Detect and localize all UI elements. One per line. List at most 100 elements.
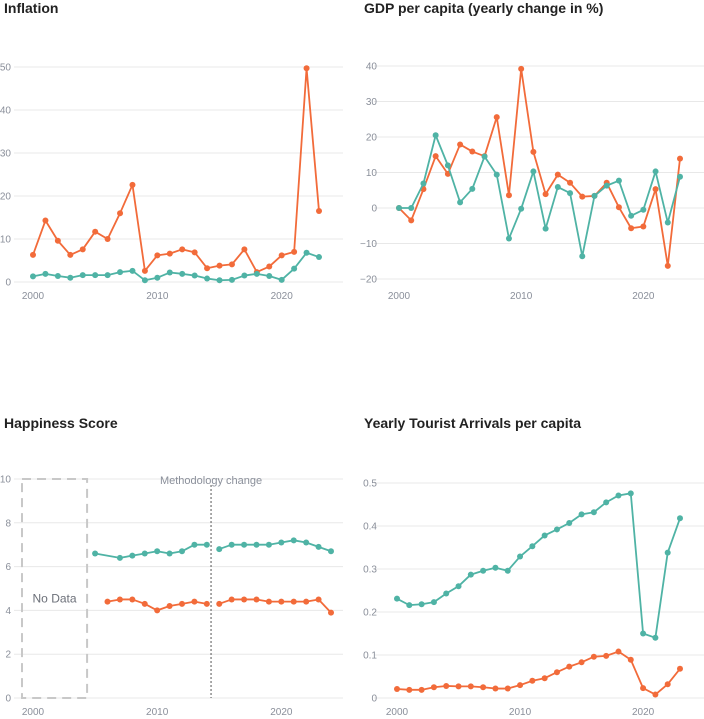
inflation-teal-data-point (191, 272, 198, 279)
happiness-orange-data-point (116, 596, 123, 603)
gdp-teal-data-point (396, 205, 402, 211)
inflation-y-tick-label: 50 (0, 63, 11, 74)
no-data-box (21, 478, 89, 699)
tourism-teal-series-line (396, 492, 681, 639)
inflation-orange-data-point (316, 208, 322, 215)
happiness-orange-data-point (216, 600, 223, 607)
tourism-teal-data-point (541, 532, 548, 539)
gdp-teal-data-point (420, 180, 427, 187)
gdp-y-tick-label: 20 (366, 133, 378, 144)
gdp-orange-data-point (615, 204, 622, 211)
tourism-teal-data-point (664, 549, 671, 556)
inflation-teal-data-point (266, 272, 273, 279)
gdp-orange-data-point (628, 225, 635, 232)
tourism-teal-data-point (492, 564, 499, 571)
gdp-orange-data-point (579, 193, 586, 200)
happiness-teal-data-point (278, 539, 285, 546)
gdp-y-tick-label: 40 (366, 62, 378, 73)
inflation-teal-data-point (204, 275, 211, 282)
no-data-label: No Data (33, 592, 77, 606)
inflation-x-tick-label: 2000 (22, 291, 45, 302)
inflation-orange-data-point (228, 261, 235, 268)
inflation-teal-data-point (104, 272, 111, 279)
gdp-x-tick-label: 2020 (632, 291, 655, 302)
inflation-teal-data-point (117, 269, 124, 276)
tourism-teal-data-point (504, 567, 511, 574)
tourism-teal-data-point (443, 590, 450, 597)
gdp-teal-data-point (444, 162, 451, 169)
inflation-teal-data-point (166, 269, 173, 276)
gdp-orange-data-point (542, 191, 549, 198)
inflation-teal-data-point (216, 277, 223, 284)
tourism-orange-data-point (467, 683, 474, 690)
happiness-orange-data-point (141, 600, 148, 607)
inflation-orange-data-point (141, 267, 148, 274)
gdp-teal-data-point (408, 205, 415, 211)
inflation-teal-data-point (42, 270, 49, 277)
gdp-orange-data-point (554, 171, 561, 178)
inflation-teal-data-point (154, 274, 161, 281)
inflation-orange-data-point (166, 250, 173, 257)
happiness-y-tick-label: 10 (0, 475, 11, 486)
gdp-orange-data-point (408, 217, 415, 224)
tourism-orange-data-point (517, 682, 524, 689)
tourism-orange-data-point (394, 685, 400, 692)
inflation-y-tick-label: 40 (0, 106, 11, 117)
inflation-teal-data-point (30, 273, 36, 280)
tourism-teal-data-point (627, 490, 634, 497)
gdp-orange-data-point (457, 141, 464, 148)
happiness-orange-data-point (265, 598, 272, 605)
tourism-orange-data-point (418, 686, 425, 693)
tourism-teal-data-point (529, 543, 536, 550)
tourism-teal-data-point (590, 509, 597, 516)
happiness-teal-series-line (218, 539, 332, 553)
happiness-teal-series-line (94, 543, 207, 559)
inflation-teal-data-point (241, 272, 248, 279)
inflation-teal-data-point (54, 272, 61, 279)
happiness-orange-data-point (315, 596, 322, 603)
tourism-orange-data-point (578, 659, 585, 666)
tourism-y-tick-label: 0.5 (363, 479, 377, 490)
happiness-chart: 0 2 4 6 8 10 2000 2010 2020 No Data Methodology ch… (0, 475, 343, 718)
tourism-orange-data-point (677, 665, 683, 672)
inflation-orange-data-point (204, 265, 211, 272)
gdp-orange-series-line (398, 67, 681, 267)
inflation-orange-data-point (79, 246, 86, 253)
tourism-teal-data-point (578, 511, 585, 518)
tourism-orange-data-point (664, 681, 671, 688)
inflation-orange-data-point (191, 249, 198, 256)
gdp-teal-data-point (542, 225, 549, 232)
happiness-teal-data-point (315, 543, 322, 550)
gdp-teal-data-point (518, 205, 525, 212)
inflation-orange-data-point (42, 217, 49, 224)
happiness-teal-data-point (303, 539, 310, 546)
gdp-orange-data-point (469, 148, 476, 155)
gdp-teal-data-point (603, 182, 610, 189)
happiness-teal-data-point (141, 550, 148, 557)
tourism-teal-data-point (480, 567, 487, 574)
happiness-y-tick-label: 8 (5, 518, 11, 529)
tourism-orange-data-point (504, 685, 511, 692)
gdp-teal-data-point (469, 185, 476, 192)
tourism-teal-data-point (677, 515, 683, 522)
happiness-orange-data-point (191, 598, 198, 605)
happiness-orange-data-point (203, 600, 210, 607)
gdp-orange-data-point (518, 65, 525, 72)
inflation-orange-data-point (30, 251, 36, 258)
gdp-teal-data-point (640, 206, 647, 213)
happiness-y-tick-label: 0 (5, 694, 11, 705)
inflation-teal-data-point (291, 265, 298, 272)
tourism-orange-data-point (455, 683, 462, 690)
inflation-y-tick-label: 0 (5, 278, 11, 289)
tourism-teal-data-point (517, 553, 524, 560)
inflation-orange-data-point (303, 65, 310, 72)
gdp-teal-data-point (493, 171, 500, 178)
happiness-orange-data-point (303, 598, 310, 605)
tourism-orange-data-point (640, 685, 647, 692)
gdp-orange-data-point (530, 148, 537, 155)
inflation-x-tick-label: 2010 (146, 291, 169, 302)
tourism-orange-data-point (566, 663, 573, 670)
inflation-chart-title: Inflation (4, 0, 59, 16)
happiness-orange-data-point (290, 598, 297, 605)
